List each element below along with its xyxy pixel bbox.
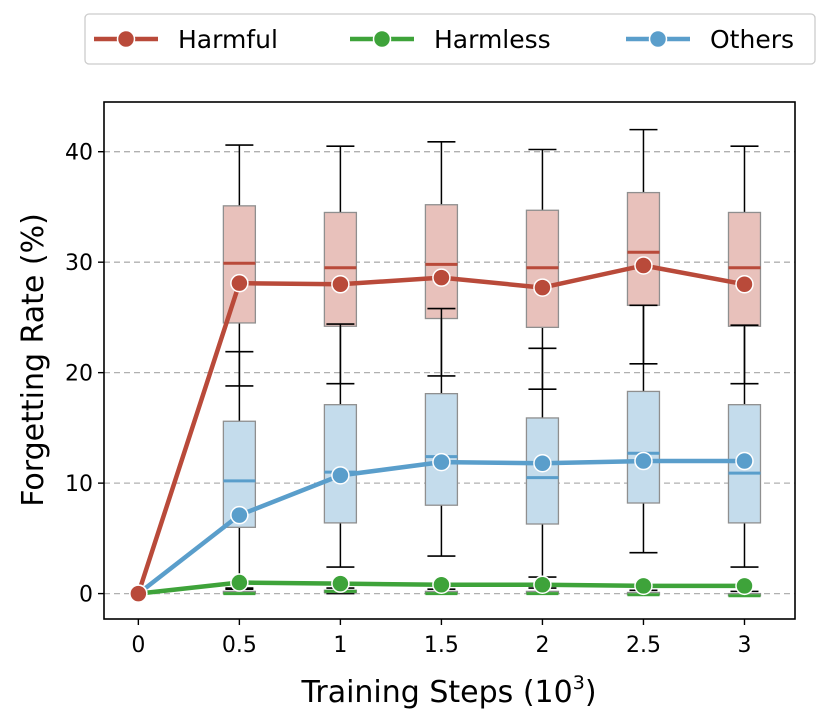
harmless-point-3 bbox=[432, 575, 451, 595]
series-points bbox=[129, 256, 754, 603]
x-axis-label-close: ) bbox=[585, 675, 597, 710]
others-point-5 bbox=[634, 451, 653, 471]
harmful-point-6 bbox=[735, 275, 754, 294]
harmless-point-5 bbox=[634, 576, 653, 596]
harmful-point-4 bbox=[533, 278, 552, 297]
others-point-3 bbox=[432, 452, 451, 472]
harmless-point-4 bbox=[533, 575, 552, 595]
x-tick-label-3: 1.5 bbox=[424, 633, 459, 658]
plot-frame bbox=[103, 101, 796, 620]
legend-label-harmful: Harmful bbox=[178, 25, 278, 54]
x-tick-label-6: 3 bbox=[737, 633, 751, 658]
x-axis-label-main: Training Steps (10 bbox=[300, 675, 572, 710]
y-tick-label-0: 0 bbox=[79, 583, 93, 608]
x-tick-label-0: 0 bbox=[131, 633, 145, 658]
y-axis: 0 10 20 30 40 bbox=[65, 141, 104, 608]
harmful-box-2 bbox=[323, 211, 358, 327]
y-axis-label: Forgetting Rate (%) bbox=[16, 213, 51, 507]
harmful-point-3 bbox=[432, 268, 451, 287]
x-tick-label-2: 1 bbox=[333, 633, 347, 658]
x-axis-label-superscript: 3 bbox=[573, 672, 585, 694]
harmful-point-2 bbox=[331, 275, 350, 294]
others-point-4 bbox=[533, 453, 552, 473]
legend: Harmful Harmless Others bbox=[84, 13, 816, 65]
others-box-2 bbox=[323, 404, 358, 524]
harmless-point-6 bbox=[735, 576, 754, 596]
others-point-6 bbox=[735, 451, 754, 471]
x-axis: 0 0.5 1 1.5 2 2.5 3 bbox=[131, 619, 751, 658]
x-tick-label-5: 2.5 bbox=[626, 633, 661, 658]
y-tick-label-20: 20 bbox=[65, 362, 93, 387]
y-tick-label-30: 30 bbox=[65, 251, 93, 276]
harmful-point-1 bbox=[230, 273, 249, 293]
harmful-point-5 bbox=[634, 256, 653, 275]
legend-box bbox=[84, 13, 816, 65]
x-tick-label-4: 2 bbox=[535, 633, 549, 658]
x-axis-label: Training Steps (103) bbox=[300, 672, 596, 710]
harmless-point-1 bbox=[230, 573, 249, 592]
harmful-box-6 bbox=[727, 211, 762, 327]
harmful-box-3 bbox=[424, 204, 459, 320]
legend-marker-others bbox=[648, 29, 668, 49]
others-box-5 bbox=[626, 390, 661, 504]
harmless-point-2 bbox=[331, 574, 350, 593]
others-point-1 bbox=[230, 505, 249, 525]
y-tick-label-40: 40 bbox=[65, 141, 93, 166]
legend-label-others: Others bbox=[710, 25, 794, 54]
x-tick-label-1: 0.5 bbox=[222, 633, 257, 658]
others-point-2 bbox=[331, 466, 350, 485]
legend-marker-harmless bbox=[372, 29, 392, 49]
harmful-point-0 bbox=[129, 584, 148, 603]
y-tick-label-10: 10 bbox=[65, 472, 93, 497]
harmful-box-5 bbox=[626, 191, 661, 306]
legend-label-harmless: Harmless bbox=[434, 25, 551, 54]
others-box-3 bbox=[424, 392, 459, 506]
box-plots bbox=[222, 128, 762, 598]
legend-marker-harmful bbox=[116, 29, 136, 49]
plot-area bbox=[103, 101, 796, 620]
